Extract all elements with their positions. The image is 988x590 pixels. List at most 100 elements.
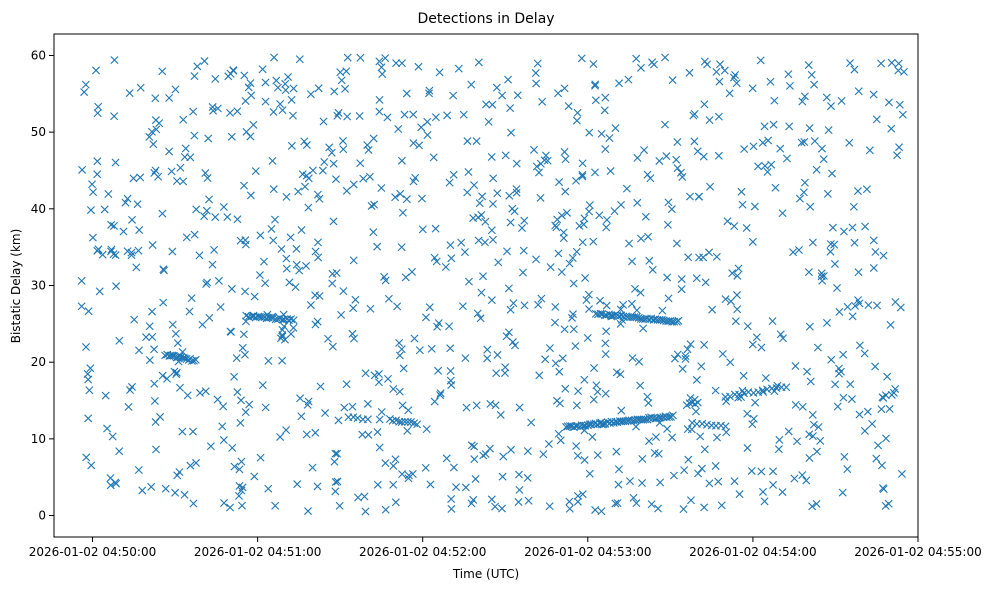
- detection-point: [561, 155, 570, 164]
- detection-point: [125, 89, 134, 98]
- detection-point: [667, 205, 676, 214]
- detection-point: [324, 334, 333, 343]
- detection-point: [775, 435, 784, 444]
- detection-point: [152, 125, 161, 134]
- detection-point: [171, 85, 180, 94]
- detection-point: [591, 80, 600, 89]
- detection-point: [615, 79, 624, 88]
- detection-point: [855, 299, 864, 308]
- detection-point: [101, 391, 110, 400]
- detection-point: [119, 227, 128, 236]
- detection-point: [261, 403, 270, 412]
- detection-point: [584, 290, 593, 299]
- detection-point: [585, 128, 594, 137]
- detection-point: [493, 350, 502, 359]
- detection-point: [580, 375, 589, 384]
- detection-point: [641, 212, 650, 221]
- detection-point: [381, 459, 390, 468]
- detection-point: [669, 471, 678, 480]
- detection-point: [81, 342, 90, 351]
- detection-point: [711, 386, 720, 395]
- detection-point: [476, 314, 485, 323]
- detection-point: [631, 422, 640, 431]
- detection-point: [481, 217, 490, 226]
- detection-point: [534, 300, 543, 309]
- detection-point: [638, 454, 647, 463]
- detection-point: [276, 432, 285, 441]
- detection-point: [133, 200, 142, 209]
- detection-point: [269, 108, 278, 117]
- detection-point: [645, 256, 654, 265]
- detection-point: [827, 102, 835, 111]
- track-point: [353, 414, 362, 423]
- detection-point: [418, 225, 427, 234]
- detection-point: [748, 84, 757, 93]
- detection-point: [763, 167, 772, 176]
- detection-point: [393, 302, 402, 311]
- detection-point: [881, 501, 890, 510]
- detection-point: [602, 301, 611, 310]
- detection-point: [545, 502, 554, 511]
- detection-point: [492, 369, 501, 378]
- detection-point: [632, 54, 641, 63]
- detection-point: [255, 271, 264, 280]
- detection-point: [509, 299, 518, 308]
- detection-point: [885, 404, 894, 413]
- detection-point: [77, 302, 86, 311]
- detection-point: [93, 157, 102, 166]
- detection-point: [597, 418, 606, 427]
- detection-point: [597, 507, 606, 516]
- detection-point: [340, 403, 349, 412]
- detection-point: [182, 233, 191, 242]
- y-tick-label: 20: [31, 355, 46, 369]
- detection-point: [304, 203, 313, 212]
- detection-point: [826, 240, 835, 249]
- detection-point: [211, 74, 220, 83]
- detection-point: [647, 500, 656, 509]
- detection-point: [606, 167, 615, 176]
- detection-point: [373, 427, 382, 436]
- detection-point: [589, 60, 598, 69]
- detection-point: [128, 215, 137, 224]
- detection-point: [348, 402, 357, 411]
- detection-point: [206, 442, 215, 451]
- detection-point: [515, 485, 524, 494]
- detection-point: [758, 487, 767, 496]
- detection-point: [202, 279, 211, 288]
- detection-point: [320, 158, 329, 166]
- detection-point: [430, 253, 439, 262]
- detection-point: [80, 88, 89, 97]
- detection-point: [156, 412, 165, 421]
- detection-point: [668, 76, 677, 85]
- detection-point: [240, 181, 249, 190]
- detection-point: [505, 191, 514, 200]
- detection-point: [488, 100, 497, 109]
- detection-point: [395, 351, 404, 360]
- detection-point: [545, 344, 554, 353]
- detection-point: [560, 147, 569, 156]
- detection-point: [151, 166, 160, 175]
- detection-point: [843, 465, 852, 474]
- detection-point: [520, 216, 529, 225]
- x-tick-label: 2026-01-02 04:53:00: [524, 545, 651, 559]
- detection-point: [230, 462, 239, 471]
- detection-point: [193, 62, 202, 71]
- detection-point: [485, 444, 494, 453]
- detection-point: [402, 195, 411, 204]
- detection-point: [578, 170, 587, 179]
- detection-point: [189, 427, 197, 436]
- detection-point: [564, 102, 573, 111]
- detection-point: [656, 478, 665, 487]
- detection-point: [447, 381, 456, 390]
- y-tick-label: 10: [31, 432, 46, 446]
- detection-point: [590, 364, 599, 373]
- detection-point: [734, 393, 743, 402]
- detection-point: [541, 355, 550, 364]
- detection-point: [292, 260, 301, 269]
- detection-point: [279, 310, 288, 319]
- detection-point: [399, 364, 408, 373]
- track-point: [659, 413, 668, 422]
- detection-point: [261, 97, 270, 106]
- detection-point: [757, 343, 766, 352]
- detection-point: [636, 288, 645, 297]
